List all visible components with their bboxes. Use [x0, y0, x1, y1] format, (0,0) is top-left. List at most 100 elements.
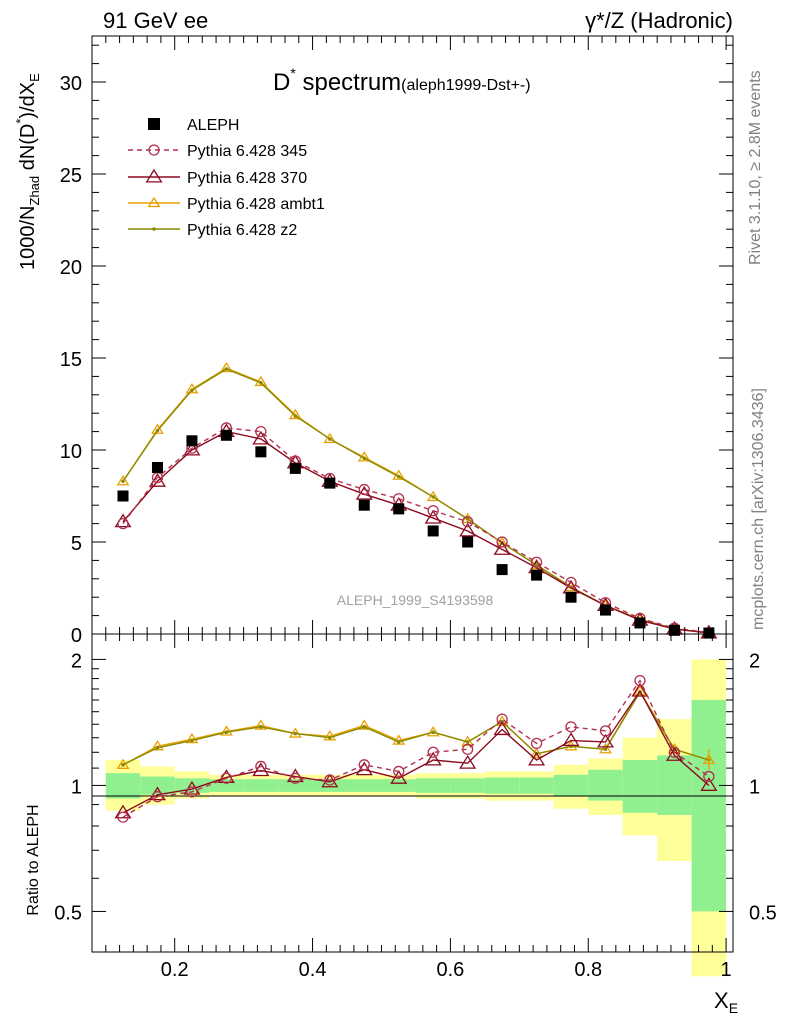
x-tick-label: 0.2 — [161, 959, 189, 981]
z2-point — [465, 517, 470, 521]
ratio-series-layer — [114, 674, 718, 823]
aleph-data-point — [255, 446, 267, 458]
aleph-data-point — [151, 461, 163, 473]
ambt1-point — [219, 361, 233, 373]
p345-point — [255, 425, 267, 438]
p370-point — [424, 509, 442, 524]
title-analysis: (aleph1999-Dst+-) — [401, 77, 530, 94]
p345-point — [565, 576, 577, 589]
title-star: * — [290, 65, 296, 81]
p345-ratio-point — [703, 770, 715, 783]
z2-ratio-point — [431, 730, 435, 735]
p370-ratio-point — [424, 751, 442, 766]
z2-ratio-point — [396, 740, 401, 744]
z2-point — [190, 388, 194, 393]
p345-ratio-point — [496, 713, 508, 725]
p345-ratio-point — [565, 721, 577, 733]
p370-ratio-point — [217, 769, 235, 783]
y-tick-label: 20 — [60, 257, 82, 279]
aleph-data-point — [496, 564, 508, 576]
p345-ratio-point — [427, 746, 439, 758]
main-panel: 0 5 10 15 20 25 30 — [60, 35, 734, 647]
mcplots-label: mcplots.cern.ch [arXiv:1306.3436] — [750, 388, 767, 630]
p370-ratio-point — [114, 804, 132, 819]
legend-marker-p345 — [148, 144, 160, 156]
p370-ratio-point — [321, 773, 339, 788]
p345-ratio-point — [599, 725, 612, 737]
y-tick-label: 10 — [60, 441, 82, 463]
inner-band-bin — [484, 777, 520, 794]
z2-point — [224, 367, 229, 371]
p345-ratio-point — [530, 737, 543, 750]
inner-band-bin — [105, 773, 141, 799]
ratio-frame — [91, 633, 734, 953]
ambt1-ratio-point — [357, 719, 371, 730]
y-tick-label: 5 — [71, 533, 82, 555]
inner-band-bin — [553, 774, 589, 797]
z2-ratio-point — [224, 730, 229, 735]
z2-point — [431, 495, 435, 499]
p345-ratio-point — [220, 772, 233, 784]
header-right: γ*/Z (Hadronic) — [585, 8, 733, 33]
legend-marker-z2 — [152, 227, 156, 231]
ratio-ticks: 0.5 0.5 1 1 2 2 0.2 0.4 0.6 0.8 1 — [54, 634, 777, 981]
p370-point — [252, 430, 270, 445]
p345-point — [427, 505, 439, 517]
p370-point — [459, 522, 477, 537]
legend-label-ambt1: Pythia 6.428 ambt1 — [187, 196, 325, 213]
inner-band-bin — [243, 779, 279, 792]
aleph-data-point — [186, 435, 198, 447]
p345-ratio-point — [668, 746, 681, 758]
p370-ratio-point — [596, 733, 615, 748]
ambt1-ratio-point — [185, 732, 199, 744]
aleph-data-point — [358, 499, 370, 511]
p370-ratio-point — [631, 682, 649, 697]
ambt1-point — [151, 423, 164, 434]
ratio-ylabel: Ratio to ALEPH — [25, 804, 42, 915]
aleph-data-point — [289, 462, 301, 474]
inner-band-bin — [278, 779, 313, 792]
ambt1-ratio-point — [392, 734, 406, 745]
ambt1-ratio-point — [633, 684, 647, 696]
ambt1-ratio-point — [323, 730, 337, 741]
ratio-y-tick-label: 0.5 — [54, 902, 82, 924]
inner-band-bin — [588, 769, 623, 801]
title-d: D — [273, 69, 290, 96]
ambt1-ratio-point — [426, 725, 440, 737]
p345-point — [530, 556, 543, 568]
x-tick-label: 0.6 — [437, 959, 465, 981]
inner-band-bin — [657, 755, 692, 815]
p345-ratio-point — [255, 760, 267, 773]
main-ylabel: 1000/NZhad dN(D*)/dXE — [13, 73, 42, 270]
z2-ratio-point — [293, 731, 298, 736]
y-tick-label: 25 — [60, 165, 82, 187]
p345-point — [461, 516, 474, 528]
p345-line — [122, 427, 709, 634]
aleph-data-point — [462, 536, 474, 548]
z2-point — [362, 456, 367, 461]
legend-marker-ambt1 — [147, 196, 161, 208]
aleph-data-point — [220, 429, 232, 441]
z2-ratio-point — [190, 738, 194, 743]
aleph-data-point — [634, 617, 646, 629]
y-tick-label: 0 — [71, 625, 82, 647]
aleph-data-point — [117, 490, 129, 502]
p345-ratio-point — [186, 786, 198, 798]
aleph-data-point — [531, 569, 543, 581]
p345-ratio-point — [289, 772, 301, 784]
rivet-label: Rivet 3.1.10, ≥ 2.8M events — [747, 70, 764, 265]
p370-ratio-point — [700, 777, 718, 791]
aleph-data-point — [565, 591, 577, 603]
legend: ALEPH Pythia 6.428 345 Pythia 6.428 370 Pyt… — [128, 117, 325, 239]
p370-ratio-point — [390, 770, 408, 784]
p370-ratio-point — [493, 721, 511, 736]
ambt1-ratio-point — [151, 740, 164, 751]
chart-title: D* spectrum(aleph1999-Dst+-) — [273, 65, 531, 96]
aleph-data-point — [324, 477, 336, 489]
p345-point — [358, 483, 370, 496]
p370-ratio-point — [528, 751, 546, 766]
y-tick-label: 15 — [60, 349, 82, 371]
aleph-data-point — [427, 525, 439, 537]
aleph-data-point — [393, 503, 405, 515]
p345-ratio-point — [634, 674, 646, 687]
